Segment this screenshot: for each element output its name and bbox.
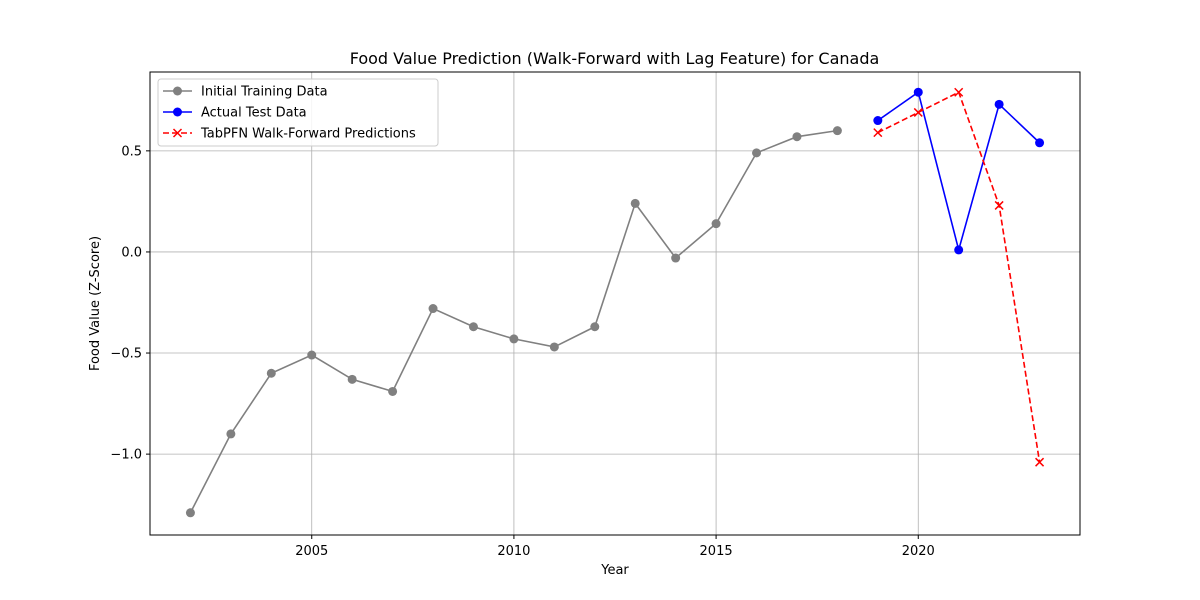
data-point	[913, 87, 923, 97]
data-point	[873, 116, 883, 126]
series-line	[877, 91, 1041, 463]
data-point	[307, 350, 317, 360]
data-point	[671, 253, 681, 263]
y-tick-label: −0.5	[110, 347, 142, 362]
data-point	[347, 374, 357, 384]
data-point	[994, 200, 1004, 210]
data-point	[1035, 138, 1045, 148]
plot-area	[149, 71, 1081, 536]
data-point	[549, 342, 559, 352]
x-axis-label: Year	[600, 563, 629, 578]
data-point	[226, 429, 236, 439]
data-point	[428, 304, 438, 314]
series-layer	[185, 87, 1045, 518]
data-point	[792, 132, 802, 142]
data-point	[832, 126, 842, 136]
data-point	[266, 368, 276, 378]
data-point	[752, 148, 762, 158]
data-point	[913, 107, 923, 117]
data-point	[994, 99, 1004, 109]
data-point	[630, 198, 640, 208]
data-point	[509, 334, 519, 344]
series-line	[877, 90, 1041, 254]
axis-ticks: 2005 2010 2015 2020 −1.0 −0.5 0.0 0.5	[110, 144, 934, 559]
x-tick-label: 2005	[295, 544, 328, 559]
legend-marker	[172, 128, 183, 138]
series-group	[185, 126, 842, 518]
legend-marker	[173, 86, 182, 96]
data-point	[590, 322, 600, 332]
data-point	[711, 219, 721, 229]
y-tick-label: 0.5	[121, 144, 142, 159]
legend-box	[157, 78, 439, 147]
grid-lines	[150, 72, 1080, 535]
x-tick-label: 2010	[497, 544, 530, 559]
data-point	[954, 87, 964, 97]
series-group	[873, 87, 1045, 467]
data-point	[388, 386, 398, 396]
legend-label: TabPFN Walk-Forward Predictions	[200, 127, 416, 142]
data-point	[873, 128, 883, 138]
legend: Initial Training Data Actual Test Data Tab…	[157, 78, 439, 147]
data-point	[468, 322, 478, 332]
chart-title: Food Value Prediction (Walk-Forward with…	[350, 49, 880, 68]
data-point	[954, 245, 964, 255]
data-point	[185, 508, 195, 518]
legend-label: Initial Training Data	[201, 85, 328, 100]
y-tick-label: 0.0	[121, 245, 142, 260]
x-tick-label: 2015	[700, 544, 733, 559]
y-axis-label: Food Value (Z-Score)	[88, 236, 103, 371]
y-tick-label: −1.0	[110, 448, 142, 463]
legend-label: Actual Test Data	[201, 106, 307, 121]
legend-marker	[173, 107, 182, 117]
series-group	[873, 87, 1045, 255]
x-tick-label: 2020	[902, 544, 935, 559]
data-point	[1035, 457, 1045, 467]
